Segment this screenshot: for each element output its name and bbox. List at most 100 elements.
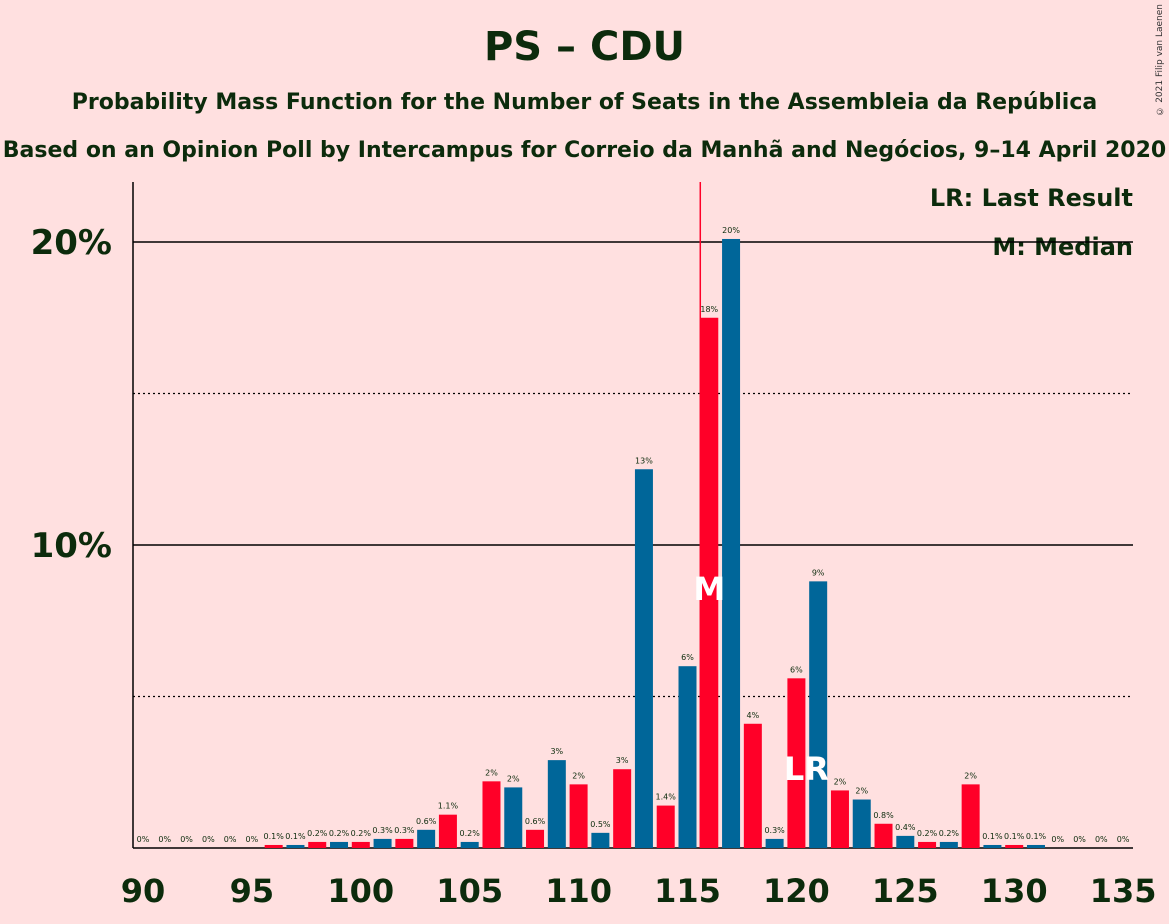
bar-value-label: 2% — [485, 768, 498, 777]
bar-value-label: 0.2% — [939, 829, 960, 838]
y-tick-label: 10% — [31, 526, 112, 566]
bar-seat-113 — [634, 469, 653, 848]
bar-seat-97 — [286, 844, 305, 848]
bar-seat-112 — [613, 769, 632, 848]
bar-value-label: 0.3% — [394, 826, 415, 835]
x-tick-label: 130 — [981, 872, 1048, 910]
bar-seat-102 — [395, 838, 414, 848]
bar-seat-120 — [787, 678, 806, 848]
bar-value-label: 0% — [246, 835, 259, 844]
bar-seat-130 — [1005, 844, 1024, 848]
bar-value-label: 2% — [572, 771, 585, 780]
bar-seat-122 — [830, 790, 849, 848]
bar-value-label: 0.1% — [1004, 832, 1025, 841]
bar-value-label: 3% — [550, 747, 563, 756]
bar-value-label: 2% — [855, 787, 868, 796]
bar-seat-114 — [656, 805, 675, 848]
chart-title: PS – CDU — [483, 24, 685, 70]
bar-seat-110 — [569, 784, 588, 848]
bar-value-label: 0.5% — [590, 820, 611, 829]
bar-value-label: 2% — [964, 771, 977, 780]
bar-value-label: 2% — [507, 774, 520, 783]
bar-seat-99 — [330, 841, 349, 848]
bar-seat-131 — [1026, 844, 1045, 848]
bar-seat-125 — [896, 835, 915, 848]
bar-value-label: 0.3% — [764, 826, 785, 835]
bar-value-label: 0.8% — [873, 811, 894, 820]
bar-value-label: 4% — [746, 711, 759, 720]
bar-value-label: 0% — [137, 835, 150, 844]
bar-value-label: 0% — [1117, 835, 1130, 844]
bar-seat-127 — [939, 841, 958, 848]
y-tick-label: 20% — [31, 223, 112, 263]
bar-value-label: 0.1% — [982, 832, 1003, 841]
bar-seat-118 — [743, 723, 762, 848]
bar-value-label: 0% — [1073, 835, 1086, 844]
bar-seat-115 — [678, 666, 697, 848]
bar-seat-123 — [852, 799, 871, 848]
bar-seat-128 — [961, 784, 980, 848]
x-tick-label: 115 — [654, 872, 721, 910]
bar-seat-109 — [547, 760, 566, 848]
x-tick-label: 120 — [763, 872, 830, 910]
bar-value-label: 9% — [812, 568, 825, 577]
bar-seat-98 — [308, 841, 327, 848]
bar-seat-103 — [417, 829, 436, 848]
bar-seat-121 — [809, 581, 828, 848]
bar-value-label: 0% — [180, 835, 193, 844]
bar-value-label: 0.6% — [416, 817, 437, 826]
bar-value-label: 3% — [616, 756, 629, 765]
bar-value-label: 0.2% — [351, 829, 372, 838]
bar-value-label: 0.2% — [329, 829, 350, 838]
bar-seat-101 — [373, 838, 392, 848]
x-tick-label: 125 — [872, 872, 939, 910]
bar-seat-119 — [765, 838, 784, 848]
bar-value-label: 2% — [834, 777, 847, 786]
x-tick-label: 135 — [1090, 872, 1157, 910]
bar-value-label: 6% — [790, 665, 803, 674]
bar-value-label: 18% — [700, 305, 718, 314]
bar-seat-116 — [700, 317, 719, 848]
bar-value-label: 0.1% — [285, 832, 306, 841]
bar-value-label: 0% — [158, 835, 171, 844]
bar-seat-111 — [591, 832, 610, 848]
bar-value-label: 0% — [1051, 835, 1064, 844]
bar-seat-96 — [264, 844, 283, 848]
bar-value-label: 0% — [202, 835, 215, 844]
bar-seat-107 — [504, 787, 523, 848]
x-tick-label: 105 — [436, 872, 503, 910]
legend-median: M: Median — [992, 233, 1133, 261]
x-tick-label: 95 — [230, 872, 275, 910]
bar-value-label: 0.6% — [525, 817, 546, 826]
bar-seat-104 — [438, 814, 457, 848]
bar-seat-124 — [874, 823, 893, 848]
bar-seat-105 — [460, 841, 479, 848]
bar-seat-117 — [722, 238, 741, 849]
bar-value-label: 1.1% — [438, 802, 459, 811]
bar-seat-108 — [526, 829, 545, 848]
bar-value-label: 0% — [224, 835, 237, 844]
bar-value-label: 1.4% — [656, 793, 677, 802]
bar-value-label: 6% — [681, 653, 694, 662]
bar-value-label: 13% — [635, 456, 653, 465]
bar-seat-126 — [918, 841, 937, 848]
legend-last-result: LR: Last Result — [929, 184, 1133, 212]
bar-value-label: 0.1% — [264, 832, 285, 841]
bar-value-label: 0.3% — [372, 826, 393, 835]
x-tick-label: 110 — [545, 872, 612, 910]
bar-value-label: 0.2% — [917, 829, 938, 838]
bar-seat-129 — [983, 844, 1002, 848]
bar-value-label: 0.2% — [307, 829, 328, 838]
bar-seat-106 — [482, 781, 501, 848]
x-tick-label: 100 — [327, 872, 394, 910]
chart-subtitle: Probability Mass Function for the Number… — [71, 90, 1098, 115]
last-result-marker: LR — [784, 750, 829, 788]
chart-subtitle-source: Based on an Opinion Poll by Intercampus … — [2, 138, 1167, 163]
bar-value-label: 0.4% — [895, 823, 916, 832]
bar-value-label: 20% — [722, 226, 740, 235]
x-tick-label: 90 — [121, 872, 166, 910]
bar-value-label: 0.1% — [1026, 832, 1047, 841]
bar-value-label: 0.2% — [460, 829, 481, 838]
bar-value-label: 0% — [1095, 835, 1108, 844]
